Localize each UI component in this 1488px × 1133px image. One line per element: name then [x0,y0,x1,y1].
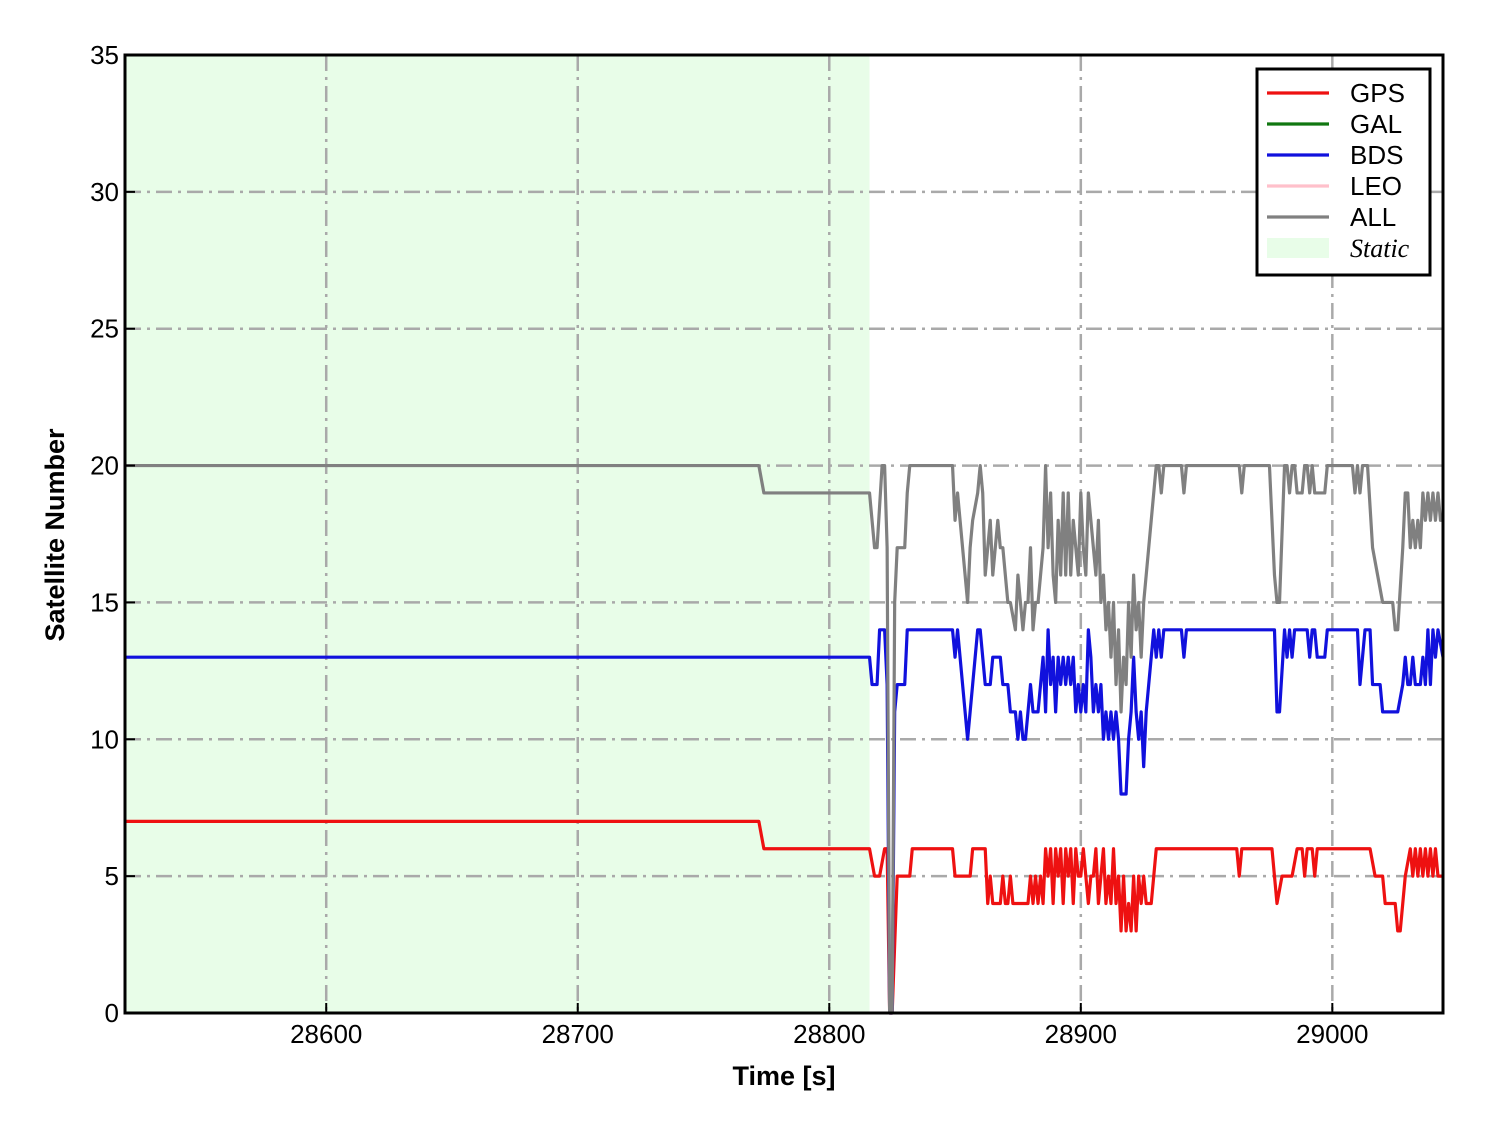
legend-label-all: ALL [1350,202,1396,232]
x-tick-label: 28800 [793,1019,865,1049]
y-tick-label: 35 [90,40,119,70]
x-tick-label: 28700 [542,1019,614,1049]
legend-label-gps: GPS [1350,78,1405,108]
x-tick-label: 28600 [290,1019,362,1049]
y-tick-label: 0 [105,998,119,1028]
axis-layer: 28600 28700 28800 28900 29000 0 5 10 15 20 25 30 35 [90,40,1445,1049]
shaded-region-layer [125,55,870,1013]
legend-label-static: Static [1350,234,1410,263]
y-tick-label: 20 [90,451,119,481]
shaded-region-static [125,55,870,1013]
x-axis-title: Time [s] [732,1061,835,1091]
x-tick-label: 29000 [1296,1019,1368,1049]
legend-label-leo: LEO [1350,171,1402,201]
y-tick-label: 15 [90,587,119,617]
x-tick-label: 28900 [1045,1019,1117,1049]
legend-label-bds: BDS [1350,140,1403,170]
legend-swatch-static [1267,238,1329,258]
y-tick-label: 25 [90,314,119,344]
y-tick-label: 10 [90,724,119,754]
y-tick-label: 30 [90,177,119,207]
plot-frame [123,53,1445,1015]
series-line-all [125,463,1443,1015]
y-axis-title: Satellite Number [40,428,70,642]
series-layer [125,463,1445,1015]
y-tick-label: 5 [105,861,119,891]
series-line-gps [125,819,1443,1015]
grid-layer [125,55,1443,1013]
series-line-bds [125,628,1445,1015]
legend-label-gal: GAL [1350,109,1402,139]
